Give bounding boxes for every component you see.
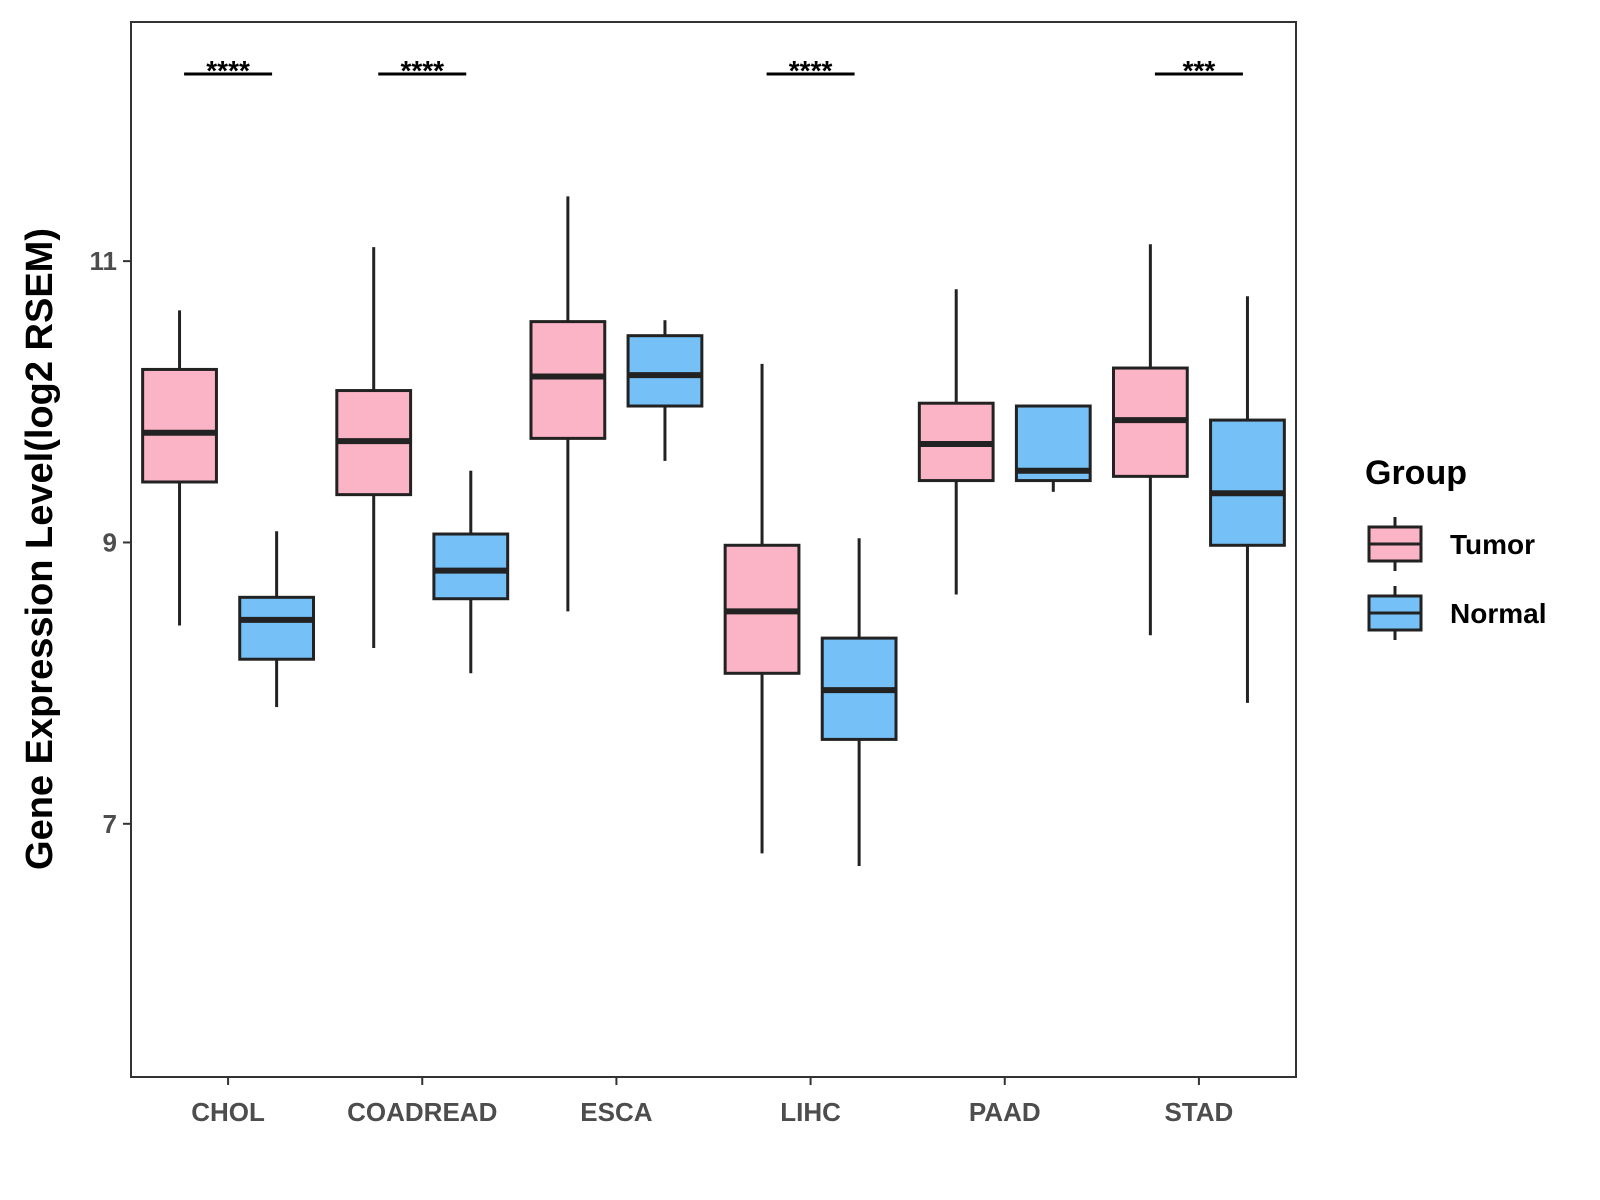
legend-label-tumor: Tumor [1450, 529, 1535, 560]
box-tumor-esca [529, 196, 607, 612]
legend: Group Tumor Normal [1365, 454, 1546, 640]
y-tick-label: 9 [103, 527, 117, 557]
significance-coadread: **** [378, 55, 467, 86]
x-tick-label-coadread: COADREAD [347, 1097, 497, 1127]
significance-chol: **** [184, 55, 273, 86]
legend-title: Group [1365, 454, 1467, 492]
box-iqr [141, 367, 218, 484]
significance-stars: *** [1183, 55, 1216, 86]
significance-layer: **** **** **** *** [184, 55, 1243, 86]
legend-keys: Tumor Normal [1367, 517, 1546, 640]
box-iqr [1209, 418, 1286, 547]
box-iqr [238, 595, 316, 661]
boxes-layer [141, 196, 1286, 866]
significance-lihc: **** [766, 55, 855, 86]
box-iqr [626, 334, 704, 408]
significance-stad: *** [1154, 55, 1243, 86]
significance-stars: **** [206, 55, 250, 86]
box-tumor-stad [1111, 244, 1189, 636]
box-iqr [432, 532, 510, 601]
y-axis: 7 9 11 [90, 246, 131, 839]
x-tick-label-stad: STAD [1164, 1097, 1233, 1127]
y-axis-title: Gene Expression Level(log2 RSEM) [19, 228, 61, 870]
box-tumor-paad [917, 289, 995, 595]
box-normal-chol [238, 531, 316, 708]
y-tick-label: 11 [90, 246, 118, 276]
box-normal-paad [1014, 404, 1092, 492]
legend-key-normal: Normal [1367, 586, 1546, 640]
box-normal-coadread [432, 470, 510, 674]
legend-key-tumor: Tumor [1367, 517, 1535, 571]
x-tick-label-lihc: LIHC [780, 1097, 841, 1127]
significance-stars: **** [789, 55, 833, 86]
x-axis: CHOL COADREAD ESCA LIHC PAAD STAD [191, 1077, 1233, 1127]
plot-panel [130, 21, 1297, 1078]
box-normal-stad [1209, 296, 1286, 703]
box-normal-esca [626, 320, 704, 461]
box-tumor-lihc [723, 363, 801, 854]
x-tick-label-paad: PAAD [969, 1097, 1041, 1127]
box-iqr [529, 320, 607, 440]
y-tick-label: 7 [103, 809, 117, 839]
significance-stars: **** [400, 55, 444, 86]
legend-label-normal: Normal [1450, 598, 1546, 629]
box-normal-lihc [820, 538, 898, 866]
box-tumor-coadread [335, 247, 413, 648]
x-tick-label-chol: CHOL [191, 1097, 265, 1127]
x-tick-label-esca: ESCA [580, 1097, 652, 1127]
box-tumor-chol [141, 310, 218, 626]
